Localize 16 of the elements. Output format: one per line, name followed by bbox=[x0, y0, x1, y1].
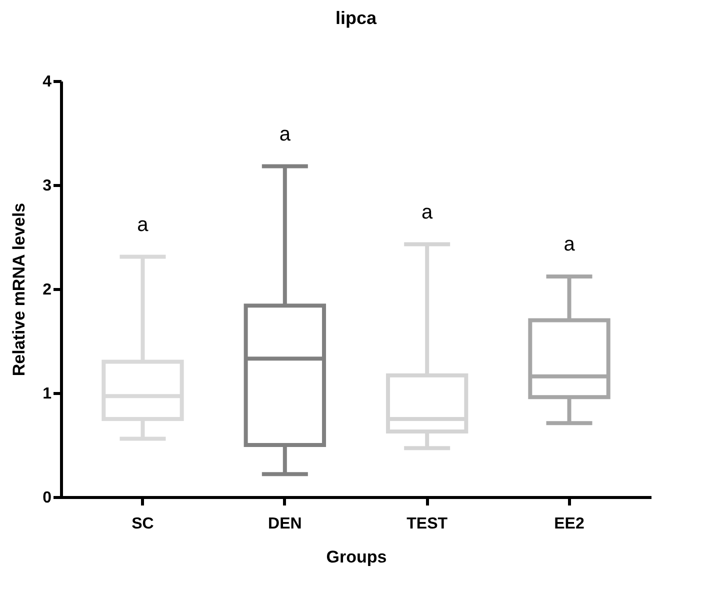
x-tick-label: EE2 bbox=[554, 516, 584, 532]
y-axis-title: Relative mRNA levels bbox=[10, 202, 29, 376]
x-tick-label: TEST bbox=[406, 516, 448, 532]
y-tick-label: 0 bbox=[42, 490, 52, 506]
y-tick-label: 3 bbox=[42, 178, 52, 194]
annotation: a bbox=[137, 214, 150, 236]
y-tick-label: 2 bbox=[42, 282, 52, 298]
x-axis-title: Groups bbox=[326, 548, 387, 566]
y-tick-label: 4 bbox=[42, 74, 52, 90]
x-tick-label: DEN bbox=[268, 516, 302, 532]
annotation: a bbox=[422, 201, 434, 224]
annotation: a bbox=[564, 234, 576, 256]
annotation: a bbox=[279, 123, 292, 146]
x-tick-label: SC bbox=[132, 516, 154, 532]
y-tick-label: 1 bbox=[42, 386, 52, 402]
chart-title: lipca bbox=[335, 8, 378, 28]
